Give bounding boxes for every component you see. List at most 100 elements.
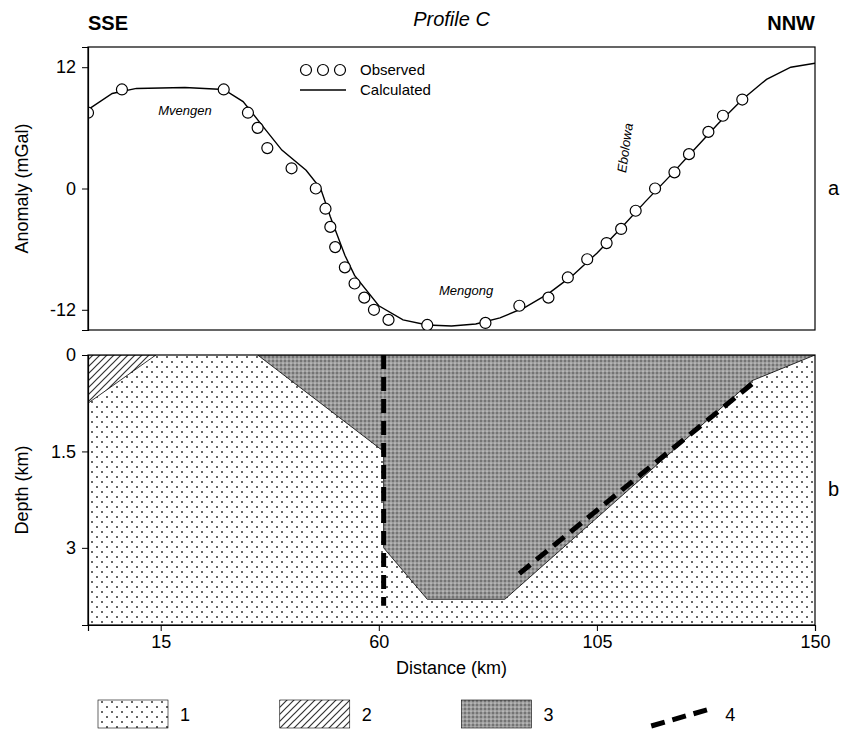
observed-point [601, 238, 612, 249]
legend: Observed Calculated [300, 61, 431, 98]
legend-item: 4 [651, 705, 735, 726]
observed-point [543, 292, 554, 303]
observed-point [339, 262, 350, 273]
observed-point [330, 242, 341, 253]
legend-symbol [335, 65, 346, 76]
direction-label: NNW [767, 12, 815, 34]
tick-mark [82, 548, 88, 549]
observed-point [320, 203, 331, 214]
tick: 1.5 [51, 442, 88, 462]
observed-point [650, 183, 661, 194]
legend-item: 3 [462, 700, 554, 728]
tick: 3 [66, 538, 88, 558]
legend-swatch [462, 700, 532, 728]
observed-point [383, 314, 394, 325]
tick-mark [379, 625, 380, 631]
y-axis: -12 0 12 [50, 48, 89, 331]
observed-point [737, 94, 748, 105]
axis-line [89, 626, 816, 632]
x-axis: 15 60 105 150 [89, 625, 831, 652]
observed-point [422, 319, 433, 330]
observed-point [262, 143, 273, 154]
place-label: Mengong [439, 283, 494, 298]
tick-mark [161, 625, 162, 631]
plot-frame [88, 355, 815, 625]
tick-mark [82, 67, 88, 68]
observed-point [514, 300, 525, 311]
place-label: Mvengen [158, 103, 211, 118]
legend-item: 2 [280, 700, 372, 728]
direction-label: SSE [88, 12, 128, 34]
tick-label: 12 [56, 57, 76, 77]
observed-point [310, 183, 321, 194]
tick: 0 [66, 345, 88, 365]
tick: 15 [151, 625, 171, 652]
observed-point [242, 107, 253, 118]
tick-mark [597, 625, 598, 631]
observed-point [116, 84, 127, 95]
observed-point [359, 292, 370, 303]
tick: 12 [56, 57, 88, 77]
tick-label: 1.5 [51, 442, 76, 462]
legend-swatch [98, 700, 168, 728]
axis-title: Distance (km) [396, 658, 507, 678]
panel-label: b [828, 478, 839, 500]
tick-label: 105 [582, 632, 612, 652]
observed-point [616, 223, 627, 234]
title: Profile C [413, 8, 490, 30]
tick-label: 0 [66, 345, 76, 365]
geologic-unit [88, 355, 815, 625]
legend: 1 2 3 4 [98, 700, 735, 728]
tick: 150 [800, 625, 830, 652]
observed-point [218, 84, 229, 95]
observed-point [349, 278, 360, 289]
legend-symbol [318, 65, 329, 76]
legend-item: 1 [98, 700, 190, 728]
legend-label: 4 [725, 705, 735, 725]
tick-mark [82, 310, 88, 311]
axis-line [82, 48, 89, 331]
tick: 0 [66, 179, 88, 199]
tick-label: 60 [369, 632, 389, 652]
observed-point [717, 110, 728, 121]
tick-label: 150 [800, 632, 830, 652]
observed-point [252, 122, 263, 133]
legend-swatch [280, 700, 350, 728]
observed-point [286, 163, 297, 174]
tick-mark [82, 451, 88, 452]
observed-point [582, 254, 593, 265]
tick-label: -12 [50, 300, 76, 320]
legend-label: 2 [362, 705, 372, 725]
tick-mark [82, 189, 88, 190]
tick: 105 [582, 625, 612, 652]
geologic-unit [258, 355, 815, 599]
observed-point [630, 205, 641, 216]
geologic-unit [88, 355, 156, 403]
calculated-line [88, 63, 815, 326]
legend-symbol [300, 89, 346, 90]
plot-area [88, 63, 815, 330]
legend-label: Observed [360, 61, 425, 78]
figure: Profile CSSENNW-12012Anomaly (mGal)aMven… [0, 0, 854, 753]
legend-item: Calculated [300, 81, 431, 98]
tick-mark [815, 625, 816, 631]
axis-title: Depth (km) [12, 445, 32, 534]
tick-label: 15 [151, 632, 171, 652]
legend-label: Calculated [360, 81, 431, 98]
tick-label: 3 [66, 538, 76, 558]
observed-point [683, 149, 694, 160]
fault-line [384, 355, 752, 606]
legend-item: Observed [301, 61, 426, 78]
observed-point [325, 221, 336, 232]
observed-point [480, 317, 491, 328]
tick: 60 [369, 625, 389, 652]
axis-line [82, 356, 89, 626]
observed-point [368, 304, 379, 315]
axis-title: Anomaly (mGal) [12, 123, 32, 253]
legend-label: 3 [544, 705, 554, 725]
legend-symbol [301, 65, 312, 76]
y-axis: 01.53 [51, 345, 89, 625]
observed-point [669, 167, 680, 178]
legend-label: 1 [180, 705, 190, 725]
tick-label: 0 [66, 179, 76, 199]
